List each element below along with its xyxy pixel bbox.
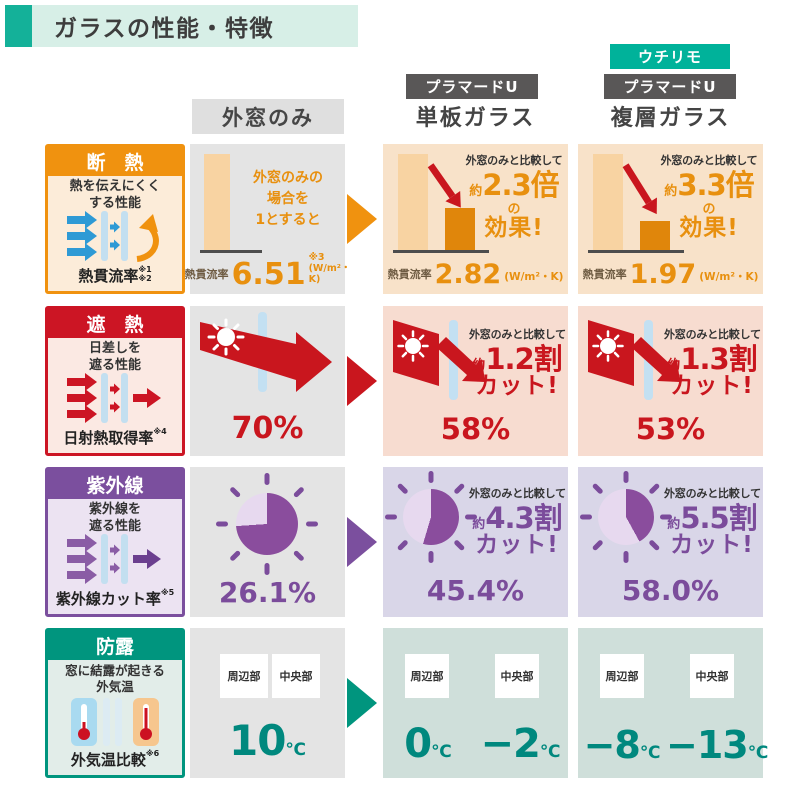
cell-shade-single: 外窓のみと比較して 約1.2割 カット! 58% bbox=[383, 306, 568, 456]
uv-cut-value: 26.1% bbox=[218, 576, 317, 609]
row-title-shade: 遮 熱 bbox=[48, 309, 182, 338]
u-value-row: 熱貫流率 2.82 (W/m²・K) bbox=[387, 259, 564, 291]
sun-heat-arrow-icon bbox=[200, 312, 332, 392]
zone-box-perimeter: 周辺部 bbox=[220, 654, 268, 698]
cell-shade-outer-only: 70% bbox=[190, 306, 345, 456]
row-title-uv: 紫外線 bbox=[48, 470, 182, 499]
shgc-value: 70% bbox=[231, 411, 304, 446]
bar-single-glass bbox=[445, 208, 475, 250]
zone-box-center: 中央部 bbox=[272, 654, 320, 698]
shgc-value: 53% bbox=[635, 412, 706, 446]
row-desc-dew: 窓に結露が起きる 外気温 bbox=[65, 663, 165, 695]
row-metric-insulation: 熱貫流率※1 ※2 bbox=[78, 265, 152, 285]
column-header-outer-window: 外窓のみ bbox=[192, 99, 344, 134]
bar-outer-window bbox=[398, 154, 428, 250]
cell-uv-outer-only: 26.1% bbox=[190, 467, 345, 617]
compare-block: 外窓のみと比較して 約1.3割 カット! bbox=[664, 328, 761, 399]
compare-block: 外窓のみと比較して 約5.5割 カット! bbox=[664, 487, 761, 558]
row-desc-insulation: 熱を伝えにくく する性能 bbox=[69, 179, 161, 211]
row-label-dew: 防露 窓に結露が起きる 外気温 外気温比較※6 bbox=[45, 628, 185, 778]
row-metric-shade: 日射熱取得率※4 bbox=[63, 427, 167, 447]
compare-block: 外窓のみと比較して 約4.3割 カット! bbox=[469, 487, 566, 558]
column-header-double-glass: 複層ガラス bbox=[610, 106, 731, 131]
flow-arrow-shade-icon bbox=[347, 356, 377, 406]
compare-block: 外窓のみと比較して 約2.3倍の 効果! bbox=[465, 154, 563, 241]
bar-axis bbox=[588, 250, 684, 253]
row-label-shade: 遮 熱 日差しを 遮る性能 日射熱取得率※4 bbox=[45, 306, 185, 456]
uv-icon bbox=[67, 534, 161, 584]
compare-block: 外窓のみと比較して 約1.2割 カット! bbox=[469, 328, 566, 399]
bar-axis bbox=[393, 250, 489, 253]
row-desc-uv: 紫外線を 遮る性能 bbox=[88, 502, 141, 534]
dew-temp: 10℃ bbox=[228, 716, 307, 765]
shgc-value: 58% bbox=[440, 412, 511, 446]
cell-dew-outer-only: 周辺部 中央部 10℃ bbox=[190, 628, 345, 778]
row-title-dew: 防露 bbox=[48, 631, 182, 660]
insulation-icon bbox=[67, 211, 159, 262]
dew-temp-perimeter: −8℃ bbox=[583, 723, 661, 767]
cell-uv-single: 外窓のみと比較して 約4.3割 カット! 45.4% bbox=[383, 467, 568, 617]
page-title-bar: ガラスの性能・特徴 bbox=[32, 5, 358, 47]
column-header-outer-window-label: 外窓のみ bbox=[222, 105, 314, 130]
down-arrow-icon bbox=[424, 160, 469, 213]
u-value-row: 熱貫流率 1.97 (W/m²・K) bbox=[582, 259, 759, 291]
page-title: ガラスの性能・特徴 bbox=[54, 16, 275, 42]
bar-outer-window bbox=[204, 154, 230, 250]
cell-shade-double: 外窓のみと比較して 約1.3割 カット! 53% bbox=[578, 306, 763, 456]
row-metric-uv: 紫外線カット率※5 bbox=[55, 588, 175, 608]
heat-shield-icon bbox=[67, 373, 161, 423]
flow-arrow-insulation-icon bbox=[347, 194, 377, 244]
sun-pie-icon bbox=[216, 473, 318, 575]
dew-thermometer-icon bbox=[71, 698, 159, 746]
flow-arrow-dew-icon bbox=[347, 678, 377, 728]
baseline-annotation: 外窓のみの 場合を 1とすると bbox=[253, 170, 323, 228]
zone-box-center: 中央部 bbox=[495, 654, 539, 698]
u-value-row: 熱貫流率 6.51 ※3 (W/m²・K) bbox=[184, 252, 351, 292]
zone-box-center: 中央部 bbox=[690, 654, 734, 698]
bar-double-glass bbox=[640, 221, 670, 250]
cell-insulation-outer-only: 外窓のみの 場合を 1とすると 熱貫流率 6.51 ※3 (W/m²・K) bbox=[184, 144, 351, 294]
cell-insulation-single: 外窓のみと比較して 約2.3倍の 効果! 熱貫流率 2.82 (W/m²・K) bbox=[383, 144, 568, 294]
dew-temp-center: −2℃ bbox=[480, 721, 561, 767]
zone-box-perimeter: 周辺部 bbox=[405, 654, 449, 698]
dew-temp-center: −13℃ bbox=[666, 723, 769, 767]
sun-pie-icon bbox=[385, 471, 477, 563]
title-accent-square bbox=[5, 5, 32, 47]
cell-dew-single: 周辺部 中央部 0℃ −2℃ bbox=[383, 628, 568, 778]
bar-axis bbox=[200, 250, 262, 253]
uv-cut-value: 58.0% bbox=[621, 574, 720, 607]
sun-pie-icon bbox=[580, 471, 672, 563]
flow-arrow-uv-icon bbox=[347, 517, 377, 567]
row-desc-shade: 日差しを 遮る性能 bbox=[88, 341, 141, 373]
sun-heat-cut-icon bbox=[393, 320, 485, 400]
brand-badge-uchirimo: ウチリモ bbox=[610, 44, 730, 69]
bar-outer-window bbox=[593, 154, 623, 250]
dew-temp-perimeter: 0℃ bbox=[404, 721, 452, 767]
sun-heat-cut-icon bbox=[588, 320, 680, 400]
brand-badge-plamado-u-single: プラマードU bbox=[406, 74, 538, 99]
zone-box-perimeter: 周辺部 bbox=[600, 654, 644, 698]
row-title-insulation: 断 熱 bbox=[48, 147, 182, 176]
row-label-insulation: 断 熱 熱を伝えにくく する性能 熱貫流率※1 ※2 bbox=[45, 144, 185, 294]
row-metric-dew: 外気温比較※6 bbox=[70, 749, 160, 769]
row-label-uv: 紫外線 紫外線を 遮る性能 紫外線カット率※5 bbox=[45, 467, 185, 617]
cell-insulation-double: 外窓のみと比較して 約3.3倍の 効果! 熱貫流率 1.97 (W/m²・K) bbox=[578, 144, 763, 294]
cell-uv-double: 外窓のみと比較して 約5.5割 カット! 58.0% bbox=[578, 467, 763, 617]
column-header-single-glass: 単板ガラス bbox=[415, 106, 536, 131]
cell-dew-double: 周辺部 中央部 −8℃ −13℃ bbox=[578, 628, 769, 778]
brand-badge-plamado-u-double: プラマードU bbox=[604, 74, 736, 99]
compare-block: 外窓のみと比較して 約3.3倍の 効果! bbox=[660, 154, 758, 241]
uv-cut-value: 45.4% bbox=[426, 574, 525, 607]
